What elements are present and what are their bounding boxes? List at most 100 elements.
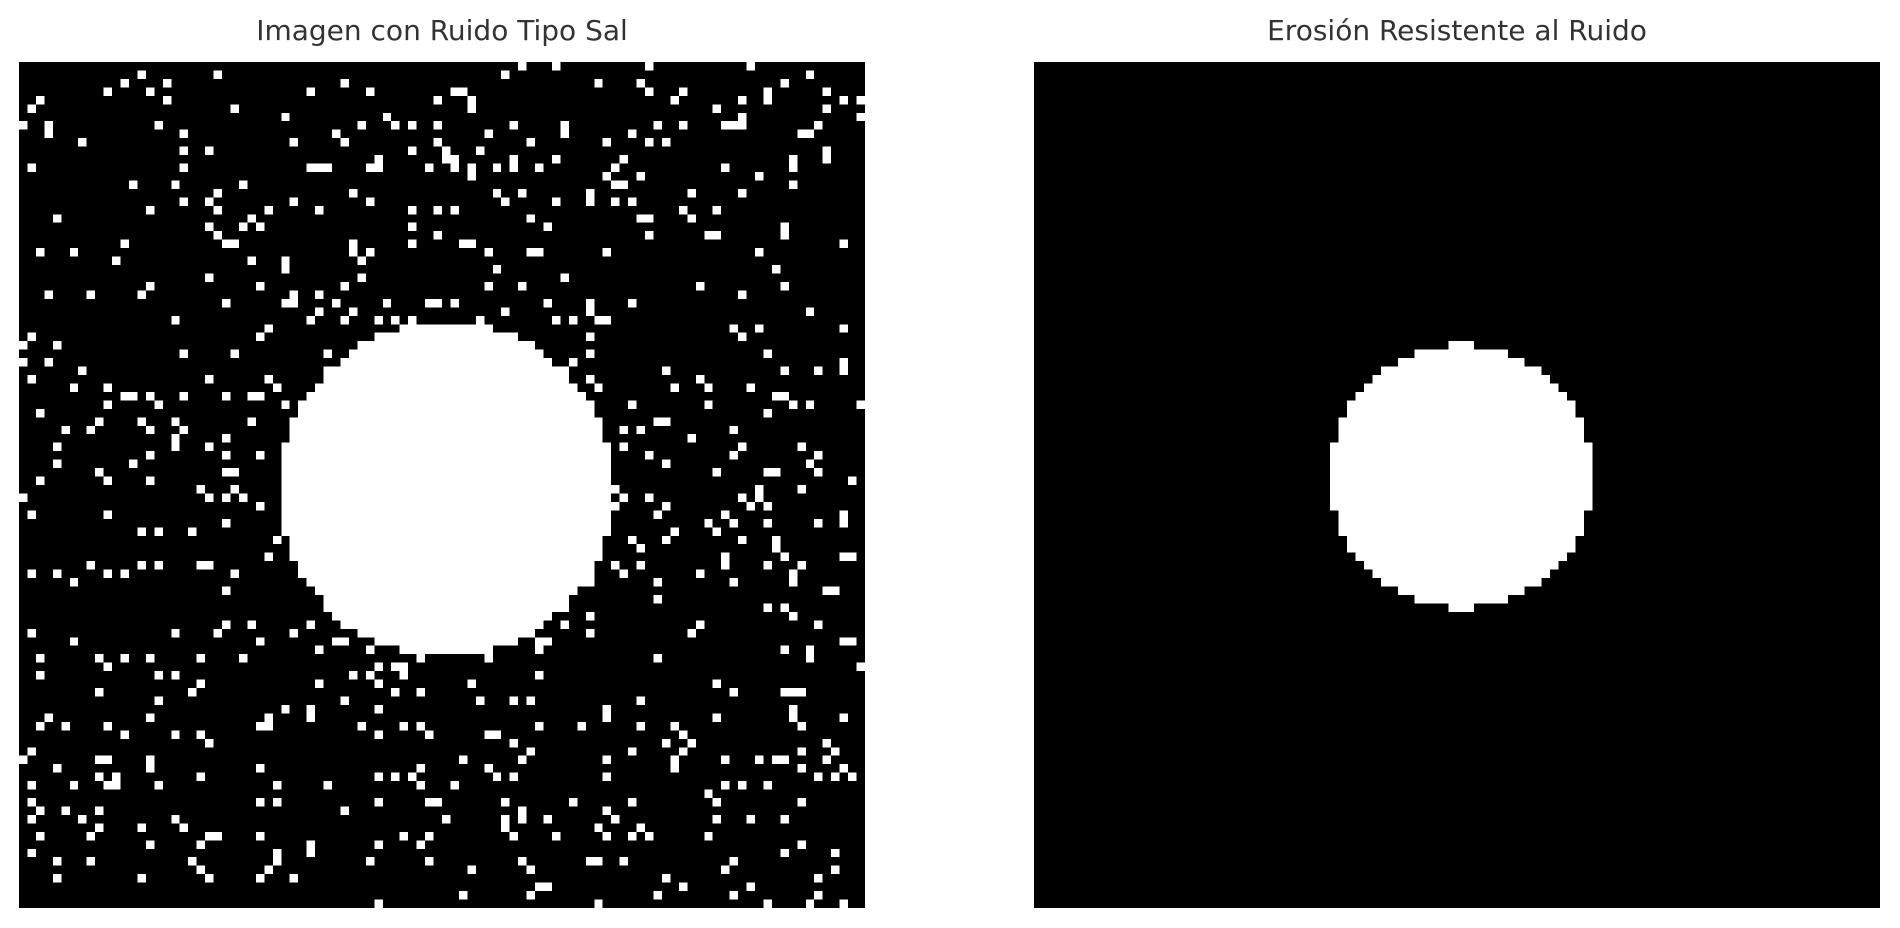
salt-noise-pixel [619, 155, 629, 164]
eroded-white-disk [1330, 341, 1593, 612]
salt-noise-pixel [272, 781, 282, 790]
salt-noise-pixel [238, 493, 248, 502]
salt-noise-pixel [526, 891, 536, 900]
salt-noise-pixel [797, 129, 806, 139]
salt-noise-pixel [44, 290, 53, 299]
salt-noise-pixel [780, 688, 789, 697]
salt-noise-pixel [788, 155, 798, 164]
salt-noise-pixel [323, 163, 333, 172]
salt-noise-pixel [340, 78, 349, 88]
salt-noise-pixel [365, 671, 375, 680]
salt-noise-pixel [712, 205, 722, 215]
salt-noise-pixel [594, 315, 603, 325]
salt-noise-pixel [780, 755, 789, 765]
salt-noise-pixel [475, 146, 485, 156]
salt-noise-pixel [238, 654, 248, 663]
salt-noise-pixel [755, 485, 764, 494]
salt-noise-pixel [788, 611, 798, 621]
salt-noise-pixel [171, 671, 180, 680]
salt-noise-pixel [27, 747, 36, 756]
salt-noise-pixel [712, 468, 722, 477]
salt-noise-pixel [509, 772, 519, 782]
salt-noise-pixel [805, 899, 815, 908]
salt-noise-pixel [695, 569, 705, 579]
salt-noise-pixel [27, 510, 36, 519]
salt-noise-pixel [154, 561, 163, 570]
salt-noise-pixel [128, 391, 138, 401]
salt-noise-pixel [839, 324, 849, 333]
salt-noise-pixel [780, 645, 789, 655]
salt-noise-pixel [120, 730, 129, 739]
salt-noise-pixel [763, 468, 772, 477]
salt-noise-pixel [661, 459, 671, 469]
salt-noise-pixel [636, 823, 646, 832]
salt-noise-pixel [306, 163, 316, 172]
salt-noise-pixel [848, 772, 857, 782]
salt-noise-pixel [272, 798, 282, 807]
salt-noise-pixel [771, 265, 781, 274]
salt-noise-pixel [797, 798, 806, 807]
salt-noise-pixel [255, 831, 265, 841]
salt-noise-pixel [357, 121, 366, 130]
salt-noise-pixel [171, 814, 180, 824]
salt-noise-pixel [27, 569, 36, 579]
salt-noise-pixel [433, 231, 442, 240]
salt-noise-pixel [112, 772, 121, 782]
salt-noise-pixel [315, 307, 324, 316]
salt-noise-pixel [213, 628, 223, 638]
salt-noise-pixel [831, 865, 840, 875]
salt-noise-pixel [128, 459, 138, 469]
salt-noise-pixel [35, 654, 45, 663]
salt-noise-pixel [721, 121, 730, 130]
salt-noise-pixel [805, 400, 815, 409]
salt-noise-pixel [628, 535, 637, 545]
salt-noise-pixel [416, 764, 426, 773]
salt-noise-pixel [560, 273, 569, 282]
salt-noise-pixel [585, 375, 595, 384]
salt-noise-pixel [729, 518, 739, 528]
salt-noise-pixel [399, 662, 409, 672]
salt-noise-pixel [797, 561, 806, 570]
salt-noise-pixel [678, 747, 688, 756]
salt-noise-pixel [738, 493, 747, 502]
salt-noise-pixel [306, 848, 316, 858]
salt-noise-pixel [289, 874, 299, 883]
salt-noise-pixel [602, 755, 612, 765]
salt-noise-pixel [213, 231, 223, 240]
salt-noise-pixel [535, 671, 544, 680]
salt-noise-pixel [52, 874, 62, 883]
salt-noise-pixel [95, 654, 104, 663]
salt-noise-pixel [484, 129, 493, 139]
salt-noise-pixel [365, 248, 375, 257]
salt-noise-pixel [196, 730, 206, 739]
salt-noise-pixel [704, 789, 713, 799]
salt-noise-pixel [619, 425, 629, 435]
salt-noise-pixel [831, 586, 840, 595]
salt-noise-pixel [230, 349, 239, 359]
salt-noise-pixel [712, 679, 722, 689]
salt-noise-pixel [738, 95, 747, 105]
salt-noise-pixel [399, 721, 409, 731]
white-disk [281, 324, 612, 655]
salt-noise-pixel [602, 138, 612, 147]
salt-noise-pixel [645, 214, 654, 223]
salt-noise-pixel [585, 349, 595, 359]
salt-noise-pixel [35, 806, 45, 815]
salt-noise-pixel [746, 383, 756, 392]
salt-noise-pixel [450, 163, 459, 172]
salt-noise-pixel [645, 62, 654, 71]
salt-noise-pixel [839, 899, 849, 908]
salt-noise-pixel [416, 654, 426, 663]
salt-noise-pixel [602, 248, 612, 257]
salt-noise-pixel [619, 180, 629, 189]
salt-noise-pixel [137, 290, 146, 299]
salt-noise-pixel [52, 569, 62, 579]
salt-noise-pixel [560, 620, 569, 629]
salt-noise-pixel [721, 561, 730, 570]
salt-noise-pixel [712, 814, 722, 824]
salt-noise-pixel [687, 188, 696, 198]
salt-noise-pixel [611, 163, 620, 172]
salt-noise-pixel [188, 527, 197, 536]
salt-noise-pixel [661, 366, 671, 376]
salt-noise-pixel [255, 391, 265, 401]
